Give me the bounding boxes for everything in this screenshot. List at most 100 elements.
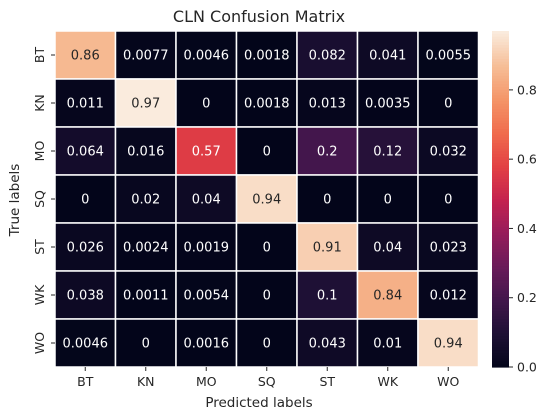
- y-tick-label: SQ: [32, 190, 47, 208]
- heatmap-cell: [296, 78, 359, 128]
- colorbar-segment: [492, 210, 509, 214]
- y-tick-label: WO: [32, 332, 47, 354]
- colorbar-segment: [492, 109, 509, 113]
- colorbar-segment: [492, 50, 509, 54]
- colorbar-segment: [492, 171, 509, 175]
- colorbar-segment: [492, 238, 509, 242]
- cell-value-label: 0.2: [317, 145, 338, 160]
- colorbar-segment: [492, 143, 509, 147]
- cell-value-label: 0.91: [313, 241, 342, 256]
- colorbar-segment: [492, 235, 509, 239]
- colorbar-segment: [492, 316, 509, 320]
- colorbar-segment: [492, 112, 509, 116]
- y-tick-label: WK: [32, 284, 47, 305]
- y-tick-label: KN: [32, 94, 47, 112]
- colorbar-segment: [492, 137, 509, 141]
- colorbar-segment: [492, 182, 509, 186]
- colorbar: 0.0 0.2 0.4 0.6 0.8: [492, 31, 537, 375]
- heatmap-cell: [417, 174, 480, 224]
- colorbar-segment: [492, 36, 509, 40]
- colorbar-segment: [492, 325, 509, 329]
- colorbar-segment: [492, 101, 509, 105]
- colorbar-segment: [492, 87, 509, 91]
- x-axis-label: Predicted labels: [205, 395, 312, 411]
- chart-title: CLN Confusion Matrix: [173, 7, 345, 26]
- cell-value-label: 0.0018: [244, 97, 290, 112]
- colorbar-segment: [492, 252, 509, 256]
- cell-value-label: 0.0024: [123, 241, 169, 256]
- colorbar-segment: [492, 199, 509, 203]
- y-tick-label: BT: [32, 47, 47, 64]
- cell-value-label: 0.02: [131, 193, 160, 208]
- cell-value-label: 0.043: [309, 337, 346, 352]
- x-tick-label: ST: [319, 374, 335, 389]
- colorbar-segment: [492, 81, 509, 85]
- cell-value-label: 0: [202, 97, 210, 112]
- colorbar-segment: [492, 333, 509, 337]
- heatmap-cell: [175, 318, 238, 368]
- cell-value-label: 0.0046: [63, 337, 109, 352]
- cell-value-label: 0.082: [309, 49, 346, 64]
- cell-value-label: 0.0035: [365, 97, 411, 112]
- colorbar-segment: [492, 204, 509, 208]
- heatmap-cell: [114, 30, 177, 80]
- cell-value-label: 0.04: [373, 241, 402, 256]
- heatmap-cells: 0.86 0.0077 0.0046 0.0018 0.082 0.041 0.0055 0.…: [54, 30, 480, 368]
- cell-value-label: 0.0046: [184, 49, 230, 64]
- colorbar-segment: [492, 322, 509, 326]
- x-tick-label: WO: [437, 374, 459, 389]
- colorbar-segment: [492, 47, 509, 52]
- colorbar-segment: [492, 148, 509, 152]
- cell-value-label: 0.013: [309, 97, 346, 112]
- colorbar-segment: [492, 176, 509, 180]
- x-tick-label: SQ: [258, 374, 276, 389]
- cell-value-label: 0.0077: [123, 49, 169, 64]
- colorbar-segment: [492, 89, 509, 94]
- heatmap-cell: [356, 30, 419, 80]
- heatmap-cell: [296, 126, 359, 176]
- colorbar-segment: [492, 117, 509, 122]
- heatmap-cell: [54, 174, 117, 224]
- colorbar-segment: [492, 129, 509, 133]
- heatmap-cell: [356, 318, 419, 368]
- cell-value-label: 0: [263, 241, 271, 256]
- y-tick-label: ST: [32, 239, 47, 255]
- cell-value-label: 0: [263, 145, 271, 160]
- cell-value-label: 0.94: [434, 337, 463, 352]
- heatmap-cell: [356, 174, 419, 224]
- colorbar-segment: [492, 232, 509, 236]
- colorbar-segment: [492, 274, 509, 278]
- colorbar-segment: [492, 145, 509, 150]
- colorbar-segment: [492, 319, 509, 323]
- colorbar-segment: [492, 302, 509, 306]
- x-tick-label: WK: [377, 374, 398, 389]
- colorbar-segment: [492, 269, 509, 273]
- colorbar-segment: [492, 70, 509, 74]
- colorbar-segment: [492, 187, 509, 192]
- heatmap-cell: [114, 174, 177, 224]
- colorbar-segment: [492, 313, 509, 318]
- colorbar-segment: [492, 196, 509, 200]
- colorbar-segment: [492, 39, 509, 43]
- cell-value-label: 0.011: [67, 97, 104, 112]
- cell-value-label: 0.032: [430, 145, 467, 160]
- colorbar-segment: [492, 190, 509, 194]
- colorbar-segment: [492, 59, 509, 63]
- colorbar-segment: [492, 361, 509, 365]
- colorbar-segment: [492, 249, 509, 253]
- colorbar-segment: [492, 229, 509, 234]
- colorbar-segment: [492, 297, 509, 301]
- colorbar-segment: [492, 347, 509, 351]
- colorbar-segment: [492, 339, 509, 343]
- x-tick-labels: BT KN MO SQ ST WK WO: [77, 367, 460, 389]
- cell-value-label: 0.012: [430, 289, 467, 304]
- colorbar-segment: [492, 115, 509, 119]
- heatmap-cell: [54, 222, 117, 272]
- colorbar-segment: [492, 131, 509, 136]
- heatmap-cell: [175, 78, 238, 128]
- cell-value-label: 0: [263, 337, 271, 352]
- cell-value-label: 0: [142, 337, 150, 352]
- cell-value-label: 0.04: [192, 193, 221, 208]
- colorbar-tick-label: 0.2: [517, 290, 537, 305]
